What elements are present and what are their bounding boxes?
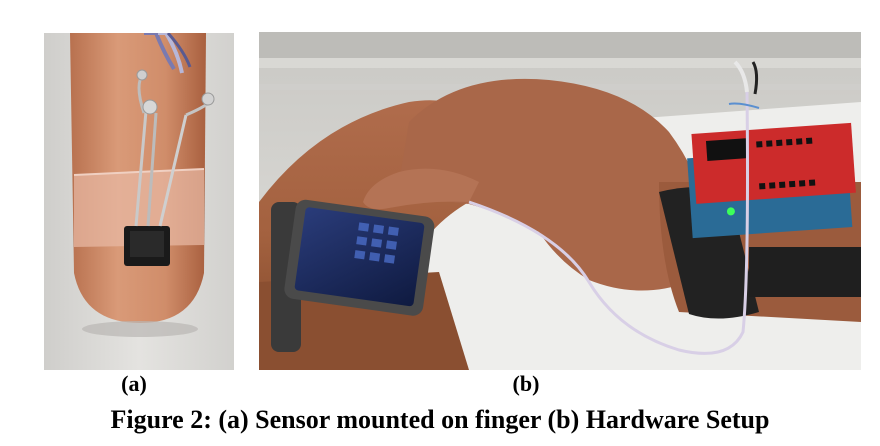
figure-caption: Figure 2: (a) Sensor mounted on finger (… bbox=[110, 405, 770, 434]
hardware-setup-photo bbox=[259, 32, 861, 370]
finger-sensor-illustration bbox=[44, 33, 234, 370]
panel-b-label: (b) bbox=[512, 371, 540, 396]
finger-sensor-photo bbox=[44, 33, 234, 370]
hardware-setup-illustration bbox=[259, 32, 861, 370]
panel-a-label: (a) bbox=[121, 371, 147, 396]
